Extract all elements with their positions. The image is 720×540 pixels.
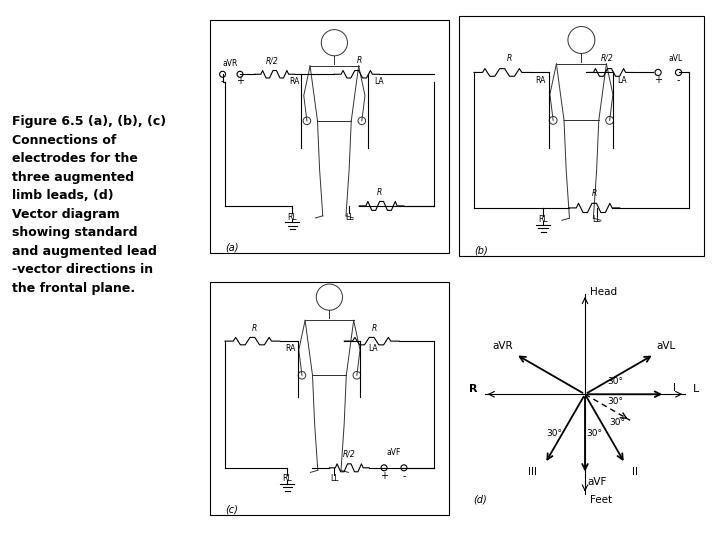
- Text: +: +: [236, 76, 244, 86]
- Text: LL: LL: [345, 213, 354, 221]
- Text: RA: RA: [286, 344, 296, 353]
- Text: 30°: 30°: [608, 397, 624, 406]
- Text: -: -: [402, 471, 405, 481]
- Text: aVF: aVF: [588, 477, 607, 488]
- Text: R: R: [372, 324, 377, 333]
- Text: (c): (c): [225, 504, 238, 515]
- Text: +: +: [654, 75, 662, 85]
- Text: R/2: R/2: [343, 450, 356, 458]
- Text: (b): (b): [474, 246, 487, 256]
- Text: 30°: 30°: [587, 429, 603, 438]
- Text: aVL: aVL: [657, 341, 676, 351]
- Text: 30°: 30°: [546, 429, 562, 438]
- Text: aVL: aVL: [669, 54, 683, 63]
- Text: aVR: aVR: [222, 58, 238, 68]
- Text: LA: LA: [374, 77, 384, 86]
- Text: RL: RL: [539, 215, 548, 224]
- Text: LL: LL: [330, 475, 338, 483]
- Text: R: R: [507, 54, 513, 63]
- Text: Figure 6.5 (a), (b), (c)
Connections of
electrodes for the
three augmented
limb : Figure 6.5 (a), (b), (c) Connections of …: [12, 116, 166, 295]
- Text: LA: LA: [617, 76, 627, 85]
- Text: Feet: Feet: [590, 495, 612, 505]
- Text: aVF: aVF: [387, 448, 401, 457]
- Text: L: L: [693, 384, 698, 394]
- Text: RL: RL: [282, 475, 292, 483]
- Text: -: -: [221, 76, 225, 86]
- Text: Head: Head: [590, 287, 617, 296]
- Text: 30°: 30°: [609, 418, 625, 427]
- Text: -: -: [677, 75, 680, 85]
- Text: RA: RA: [289, 77, 300, 86]
- Text: +: +: [380, 471, 388, 481]
- Text: I: I: [673, 383, 676, 393]
- Text: LL: LL: [593, 215, 601, 224]
- Text: (d): (d): [473, 495, 487, 504]
- Text: LA: LA: [368, 344, 377, 353]
- Text: R/2: R/2: [600, 54, 613, 63]
- Text: R/2: R/2: [266, 56, 279, 65]
- Text: (a): (a): [225, 242, 238, 253]
- Text: aVR: aVR: [492, 341, 513, 351]
- Text: RL: RL: [287, 213, 297, 221]
- Text: III: III: [528, 467, 537, 477]
- Text: R: R: [592, 190, 597, 198]
- Text: R: R: [377, 188, 382, 197]
- Text: R: R: [356, 56, 362, 65]
- Text: II: II: [631, 467, 638, 477]
- Text: RA: RA: [535, 76, 546, 85]
- Text: 30°: 30°: [608, 377, 624, 386]
- Text: R: R: [469, 384, 477, 394]
- Text: R: R: [252, 324, 258, 333]
